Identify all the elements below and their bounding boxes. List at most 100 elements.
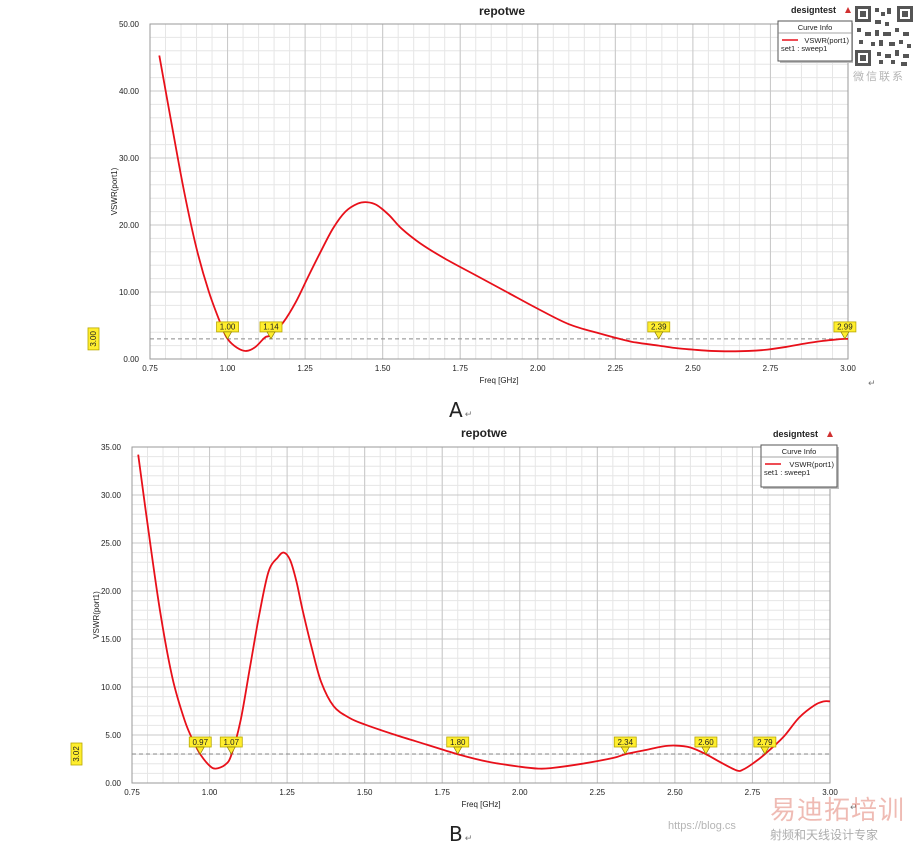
y-tick-label: 20.00 [101, 587, 122, 596]
y-tick-label: 5.00 [105, 731, 121, 740]
legend-entry-setup: set1 : sweep1 [781, 44, 827, 53]
legend-box [777, 20, 853, 62]
marker-label: 1.00 [220, 323, 236, 332]
marker-label: 2.99 [837, 323, 853, 332]
legend-box [760, 444, 838, 488]
x-axis-label: Freq [GHz] [479, 376, 518, 385]
qr-caption: 微信联系 [853, 70, 905, 83]
marker: 1.00 [216, 321, 239, 340]
marker-triangle-icon [226, 746, 236, 755]
legend: Curve Info VSWR(port1)set1 : sweep1 [760, 444, 839, 489]
design-name: designtest [791, 5, 836, 15]
marker: 1.07 [219, 736, 243, 755]
y-tick-label: 50.00 [119, 20, 140, 29]
marker-label: 2.79 [757, 738, 773, 747]
marker-label: 1.14 [263, 323, 279, 332]
x-tick-label: 0.75 [142, 364, 158, 373]
collapse-arrow-icon [845, 7, 851, 13]
legend: Curve Info VSWR(port1)set1 : sweep1 [777, 20, 854, 63]
marker-label: 0.97 [192, 738, 208, 747]
figure-caption-b: B ↵ [449, 822, 473, 846]
y-tick-label: 10.00 [101, 683, 122, 692]
chart-title: repotwe [461, 426, 507, 440]
design-name: designtest [773, 429, 818, 439]
marker: 0.97 [188, 736, 212, 755]
x-tick-label: 0.75 [124, 788, 140, 797]
watermark-url: https://blog.cs [668, 820, 736, 832]
threshold-tag [87, 327, 100, 351]
threshold-tag [70, 742, 83, 766]
plot-area [150, 24, 848, 359]
x-tick-label: 2.25 [590, 788, 606, 797]
marker: 2.60 [694, 736, 718, 755]
series-line-vswr [137, 454, 831, 772]
y-axis-label: VSWR(port1) [92, 591, 101, 639]
marker-triangle-icon [266, 331, 276, 340]
qr-code-icon [853, 4, 915, 68]
y-tick-label: 10.00 [119, 288, 140, 297]
x-tick-label: 1.75 [452, 364, 468, 373]
y-tick-label: 20.00 [119, 221, 140, 230]
x-tick-label: 1.00 [202, 788, 218, 797]
y-axis-label: VSWR(port1) [110, 167, 119, 215]
y-tick-label: 40.00 [119, 87, 140, 96]
marker-label: 2.39 [651, 323, 667, 332]
marker-label: 1.07 [223, 738, 239, 747]
x-tick-label: 2.25 [608, 364, 624, 373]
y-tick-label: 30.00 [119, 154, 140, 163]
x-tick-label: 1.25 [297, 364, 313, 373]
return-mark: ↵ [868, 379, 876, 389]
series-line-vswr [158, 55, 849, 353]
marker-label: 2.60 [698, 738, 714, 747]
figure-caption-a: A ↵ [449, 398, 473, 422]
marker-triangle-icon [701, 746, 711, 755]
x-tick-label: 2.50 [685, 364, 701, 373]
plot-frame [149, 23, 849, 360]
marker: 1.14 [259, 321, 283, 340]
legend-title: Curve Info [798, 23, 833, 32]
marker-triangle-icon [195, 746, 205, 755]
marker: 2.99 [833, 321, 857, 340]
marker-triangle-icon [840, 331, 850, 340]
y-tick-label: 0.00 [105, 779, 121, 788]
marker-label: 2.34 [617, 738, 633, 747]
marker-triangle-icon [620, 746, 630, 755]
x-tick-label: 2.75 [745, 788, 761, 797]
chart-title: repotwe [479, 4, 525, 18]
y-tick-label: 25.00 [101, 539, 122, 548]
x-tick-label: 2.00 [530, 364, 546, 373]
x-tick-label: 2.75 [763, 364, 779, 373]
legend-entry-name: VSWR(port1) [804, 36, 849, 45]
x-tick-label: 2.50 [667, 788, 683, 797]
y-tick-label: 35.00 [101, 443, 122, 452]
y-tick-label: 0.00 [123, 355, 139, 364]
x-axis-label: Freq [GHz] [461, 800, 500, 809]
legend-title: Curve Info [782, 447, 817, 456]
return-mark: ↵ [850, 803, 858, 813]
watermark-subtitle: 射频和天线设计专家 [770, 828, 879, 842]
x-tick-label: 1.50 [375, 364, 391, 373]
y-tick-label: 15.00 [101, 635, 122, 644]
x-tick-label: 1.25 [279, 788, 295, 797]
x-tick-label: 1.50 [357, 788, 373, 797]
y-tick-label: 30.00 [101, 491, 122, 500]
collapse-arrow-icon [827, 431, 833, 437]
chart-a: 0.75 1.00 1.25 1.50 1.75 2.00 2.25 2.50 2.75 3.00… [87, 4, 876, 389]
marker-triangle-icon [760, 746, 770, 755]
x-tick-label: 1.00 [220, 364, 236, 373]
plot-area [132, 447, 830, 783]
marker-triangle-icon [222, 331, 233, 340]
marker-label: 1.80 [450, 738, 466, 747]
x-tick-label: 3.00 [822, 788, 838, 797]
x-tick-label: 3.00 [840, 364, 856, 373]
marker: 2.79 [753, 736, 777, 755]
legend-entry-setup: set1 : sweep1 [764, 468, 810, 477]
x-tick-label: 1.75 [434, 788, 450, 797]
marker-triangle-icon [654, 331, 664, 340]
major-gridlines [131, 446, 831, 784]
marker: 2.34 [613, 736, 637, 755]
chart-b: 0.75 1.00 1.25 1.50 1.75 2.00 2.25 2.50 2.75 3.00… [70, 426, 858, 813]
marker: 2.39 [647, 321, 671, 340]
plot-frame [131, 446, 831, 784]
marker-triangle-icon [453, 746, 463, 755]
